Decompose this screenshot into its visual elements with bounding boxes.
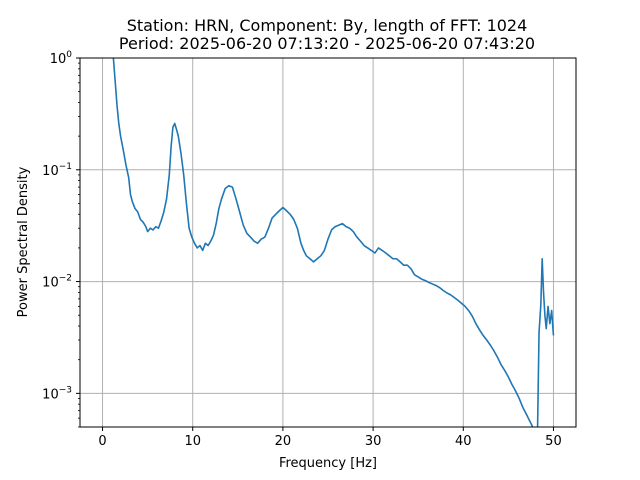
y-tick-label: 10−1 — [42, 162, 72, 179]
x-axis-label: Frequency [Hz] — [279, 456, 377, 471]
chart-title-line2: Period: 2025-06-20 07:13:20 - 2025-06-20… — [119, 34, 535, 53]
y-axis-label: Power Spectral Density — [16, 166, 31, 317]
y-tick-label: 10−3 — [42, 385, 72, 402]
axis-ticks: 0 10 20 30 40 50 10−3 10−2 10−1 100 — [42, 50, 562, 449]
chart-title-line1: Station: HRN, Component: By, length of F… — [127, 16, 528, 35]
x-tick-label: 20 — [275, 434, 292, 449]
plot-frame — [79, 57, 577, 428]
x-tick-label: 30 — [365, 434, 382, 449]
y-tick-label: 100 — [50, 50, 73, 67]
psd-series-line — [112, 58, 555, 427]
x-tick-label: 0 — [98, 434, 106, 449]
x-tick-label: 40 — [455, 434, 472, 449]
x-tick-label: 50 — [545, 434, 562, 449]
series-layer — [112, 58, 555, 427]
x-tick-label: 10 — [184, 434, 201, 449]
y-tick-label: 10−2 — [42, 274, 72, 291]
